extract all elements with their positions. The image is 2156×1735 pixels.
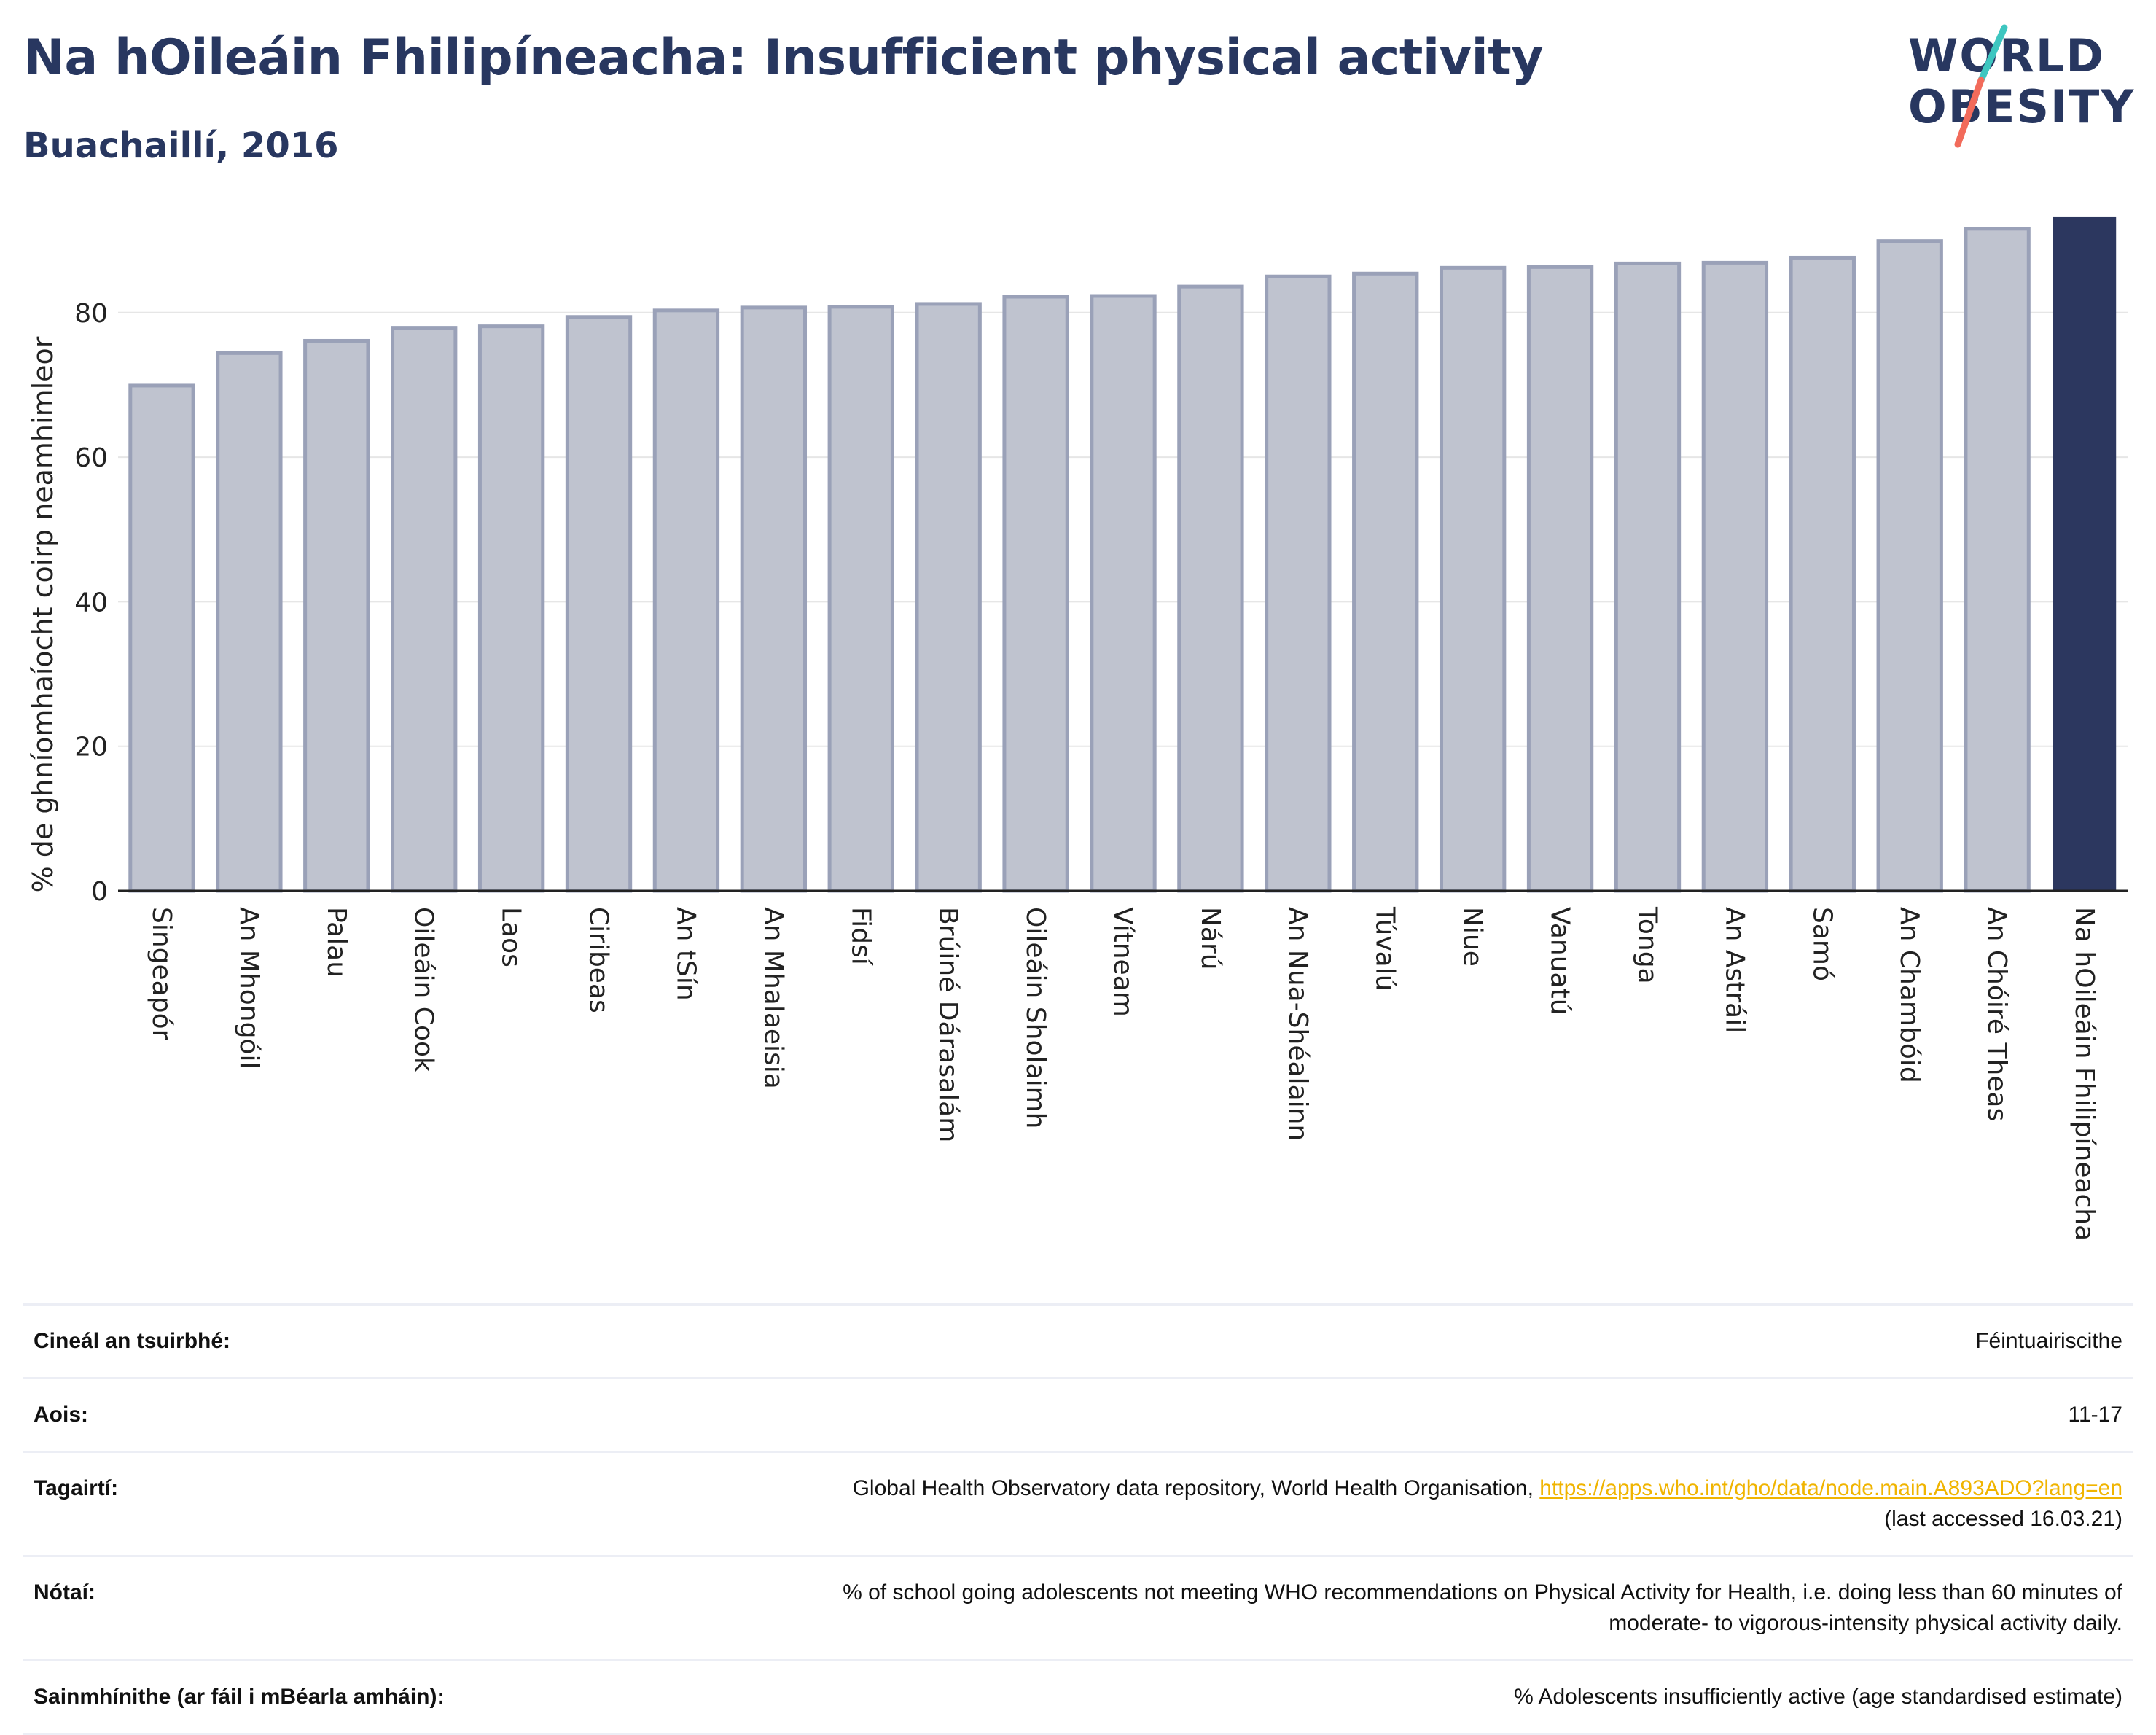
bar [565,315,633,893]
x-tick-label: An Mhongóil [234,907,264,1069]
info-label: Aois: [34,1403,88,1427]
info-row-notes: Nótaí: % of school going adolescents not… [23,1556,2133,1661]
x-tick-label: An Chóiré Theas [1982,907,2012,1121]
bar [1090,294,1157,893]
info-row-survey-type: Cineál an tsuirbhé: Féintuairiscithe [23,1304,2133,1379]
x-tick-label: An Astráil [1719,907,1749,1033]
x-tick-label: An Mhalaeisia [758,907,788,1089]
bar [1789,255,1856,893]
x-tick-label: An Chambóid [1894,907,1924,1083]
bar [652,308,720,893]
chart-title: Na hOileáin Fhilipíneacha: Insufficient … [23,29,1544,87]
info-row-references: Tagairtí: Global Health Observatory data… [23,1451,2133,1556]
x-tick-label: Niue [1458,907,1488,967]
x-tick-label: An Nua-Shéalainn [1283,907,1313,1141]
info-table: Cineál an tsuirbhé: Féintuairiscithe Aoi… [23,1303,2133,1735]
x-tick-label: Tonga [1632,906,1662,984]
info-label: Cineál an tsuirbhé: [34,1329,231,1353]
logo-word-obesity: OBESITY [1908,80,2135,133]
info-value: % of school going adolescents not meetin… [602,1556,2133,1661]
y-axis-label: % de ghníomhaíocht coirp neamhimleor [27,336,59,892]
notes-line-1: % of school going adolescents not meetin… [843,1580,2122,1605]
reference-text: Global Health Observatory data repositor… [852,1476,1540,1500]
info-row-definitions: Sainmhínithe (ar fáil i mBéarla amháin):… [23,1660,2133,1734]
logo-slash-teal [1977,24,2008,84]
reference-link[interactable]: https://apps.who.int/gho/data/node.main.… [1539,1476,2122,1500]
x-tick-label: Palau [321,907,351,978]
logo-word-world: WORLD [1908,29,2105,82]
bar [915,302,982,893]
bars [128,216,2117,893]
bar-highlight [2053,216,2117,891]
bar [1177,284,1244,893]
x-tick-label: Samó [1807,907,1837,981]
x-tick-label: Brúiné Dárasalám [933,907,963,1142]
info-value: Global Health Observatory data repositor… [602,1452,2133,1556]
x-tick-label: Vanuatú [1545,907,1575,1015]
info-value: 11-17 [2068,1403,2122,1427]
bar [1876,239,1943,893]
bar [128,383,195,893]
bar [1002,295,1069,893]
y-tick-label: 20 [74,733,108,763]
x-tick-label: Na hOileáin Fhilipíneacha [2069,907,2099,1241]
bar [827,305,894,893]
bar [216,351,283,893]
bar [1964,227,2031,893]
bar [303,338,370,893]
y-tick-label: 0 [91,877,108,907]
bar [477,324,545,893]
axes: 0 20 40 60 80 Singeapór An Mhongóil Palau Oileái… [74,299,2128,1241]
bar [1526,265,1594,893]
reference-accessed: (last accessed 16.03.21) [1884,1507,2122,1531]
notes-line-2: moderate- to vigorous-intensity physical… [1609,1611,2122,1635]
x-tick-label: Laos [496,907,526,967]
world-obesity-logo: WORLD OBESITY [1908,24,2135,148]
info-label: Sainmhínithe (ar fáil i mBéarla amháin): [34,1685,445,1709]
y-tick-label: 60 [74,443,108,473]
bar [1701,260,1769,893]
bar-chart: 0 20 40 60 80 Singeapór An Mhongóil Palau Oileái… [27,216,2128,1241]
info-value: % Adolescents insufficiently active (age… [1514,1685,2122,1709]
info-label: Tagairtí: [34,1476,119,1500]
x-tick-label: Oileáin Cook [409,907,439,1072]
info-label: Nótaí: [34,1580,95,1605]
x-tick-label: Oileáin Sholaimh [1020,907,1050,1128]
x-tick-label: An tSín [671,907,700,1001]
x-tick-label: Ciribeas [584,907,614,1013]
x-tick-label: Fidsí [845,907,875,966]
bar [1614,261,1682,893]
y-tick-label: 80 [74,299,108,329]
info-row-age: Aois: 11-17 [23,1378,2133,1452]
x-tick-label: Nárú [1195,907,1225,970]
chart-subtitle: Buachaillí, 2016 [23,125,339,166]
info-value: Féintuairiscithe [1975,1329,2122,1353]
bar [391,326,458,893]
x-tick-label: Singeapór [147,907,176,1040]
bar [1439,265,1507,893]
logo-slash-coral [1954,77,1985,148]
y-tick-label: 40 [74,588,108,617]
bar [1352,271,1419,893]
bar [740,305,808,893]
bar [1265,274,1332,893]
x-tick-label: Vítneam [1108,907,1138,1017]
x-tick-label: Túvalú [1370,906,1400,991]
